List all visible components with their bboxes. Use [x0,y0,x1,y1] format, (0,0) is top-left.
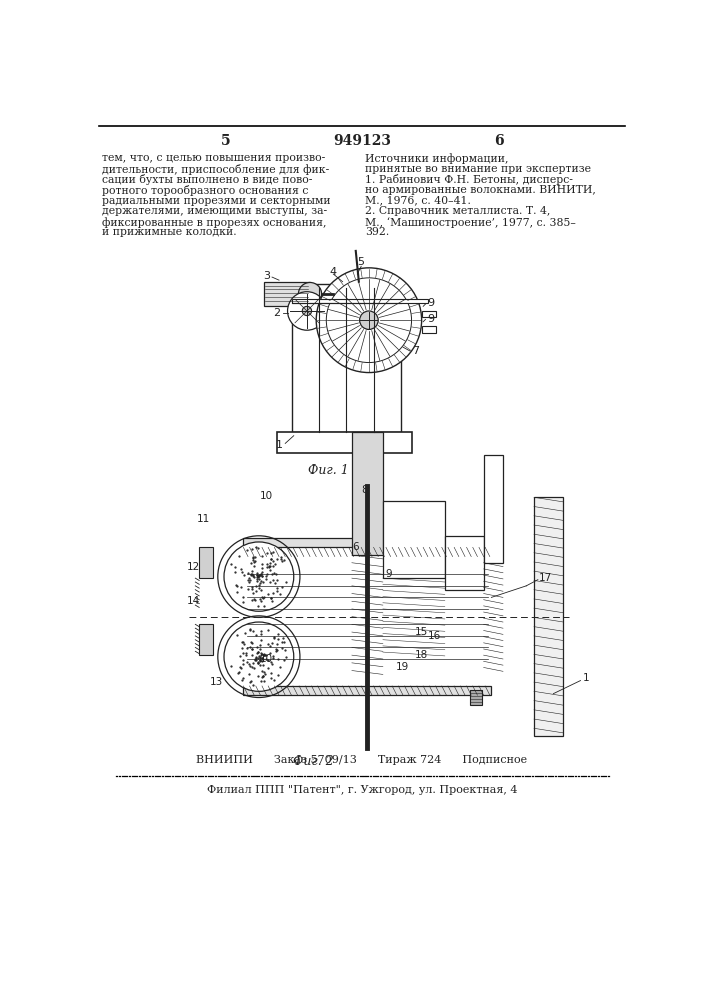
Text: дительности, приспособление для фик-: дительности, приспособление для фик- [103,164,329,175]
Text: радиальными прорезями и секторными: радиальными прорезями и секторными [103,196,331,206]
Bar [534,497,563,736]
Text: держателями, имеющими выступы, за-: держателями, имеющими выступы, за- [103,206,327,216]
Bar [445,536,484,590]
Bar [276,432,412,453]
Bar [352,432,383,555]
Circle shape [360,311,378,329]
Bar [383,501,445,578]
Bar [243,538,491,547]
Bar [469,690,482,705]
Text: фиксированные в прорезях основания,: фиксированные в прорезях основания, [103,217,327,228]
Text: 1: 1 [583,673,589,683]
Text: 14: 14 [187,596,200,606]
Text: 7: 7 [412,346,419,356]
Circle shape [288,292,327,330]
Bar [292,299,428,303]
Bar [199,624,213,655]
Text: 3: 3 [263,271,270,281]
Text: ВНИИПИ      Заказ 5709/13      Тираж 724      Подписное: ВНИИПИ Заказ 5709/13 Тираж 724 Подписное [197,755,527,765]
Text: 6: 6 [494,134,504,148]
Text: 15: 15 [415,627,428,637]
Bar [264,282,310,306]
Bar [421,311,436,317]
Text: 17: 17 [539,573,552,583]
Text: 1. Рабинович Ф.Н. Бетоны, дисперс-: 1. Рабинович Ф.Н. Бетоны, дисперс- [365,174,573,185]
Text: и прижимные колодки.: и прижимные колодки. [103,227,237,237]
Text: 9: 9 [427,314,434,324]
Text: 10: 10 [260,654,273,664]
Text: 949123: 949123 [333,134,391,148]
Bar [199,547,213,578]
Text: 12: 12 [187,562,200,572]
Text: 11: 11 [197,514,210,524]
Text: 8: 8 [362,485,368,495]
Text: принятые во внимание при экспертизе: принятые во внимание при экспертизе [365,164,591,174]
Text: 18: 18 [415,650,428,660]
Text: Филиал ППП "Патент", г. Ужгород, ул. Проектная, 4: Филиал ППП "Патент", г. Ужгород, ул. Про… [206,785,518,795]
Text: Фиг. 1: Фиг. 1 [308,464,349,477]
Text: 6: 6 [352,542,359,552]
Text: 16: 16 [428,631,440,641]
Circle shape [316,268,421,373]
Circle shape [224,622,293,691]
Text: 2: 2 [274,308,281,318]
Circle shape [327,278,411,363]
Text: М., ‘Машиностроение’, 1977, с. 385–: М., ‘Машиностроение’, 1977, с. 385– [365,217,576,228]
Text: тем, что, с целью повышения произво-: тем, что, с целью повышения произво- [103,153,326,163]
Circle shape [298,282,322,306]
Bar [243,686,491,695]
Circle shape [303,306,312,316]
Text: М., 1976, с. 40–41.: М., 1976, с. 40–41. [365,196,471,206]
Text: 392.: 392. [365,227,390,237]
Text: Фиг. 2: Фиг. 2 [293,755,334,768]
Text: ротного торообразного основания с: ротного торообразного основания с [103,185,309,196]
Text: 9: 9 [386,569,392,579]
Text: 13: 13 [209,677,223,687]
Text: 4: 4 [329,267,337,277]
Text: 2. Справочник металлиста. Т. 4,: 2. Справочник металлиста. Т. 4, [365,206,551,216]
Text: 5: 5 [358,257,365,267]
Text: 10: 10 [260,491,273,501]
Text: 5: 5 [221,134,230,148]
Bar [421,326,436,333]
Text: сации бухты выполнено в виде пово-: сации бухты выполнено в виде пово- [103,174,312,185]
Text: 9: 9 [427,298,434,308]
Text: 1: 1 [276,440,283,450]
Text: но армированные волокнами. ВИНИТИ,: но армированные волокнами. ВИНИТИ, [365,185,596,195]
Bar [292,284,401,432]
Bar [484,455,503,563]
Text: Источники информации,: Источники информации, [365,153,508,164]
Circle shape [224,542,293,611]
Text: 19: 19 [396,662,409,672]
